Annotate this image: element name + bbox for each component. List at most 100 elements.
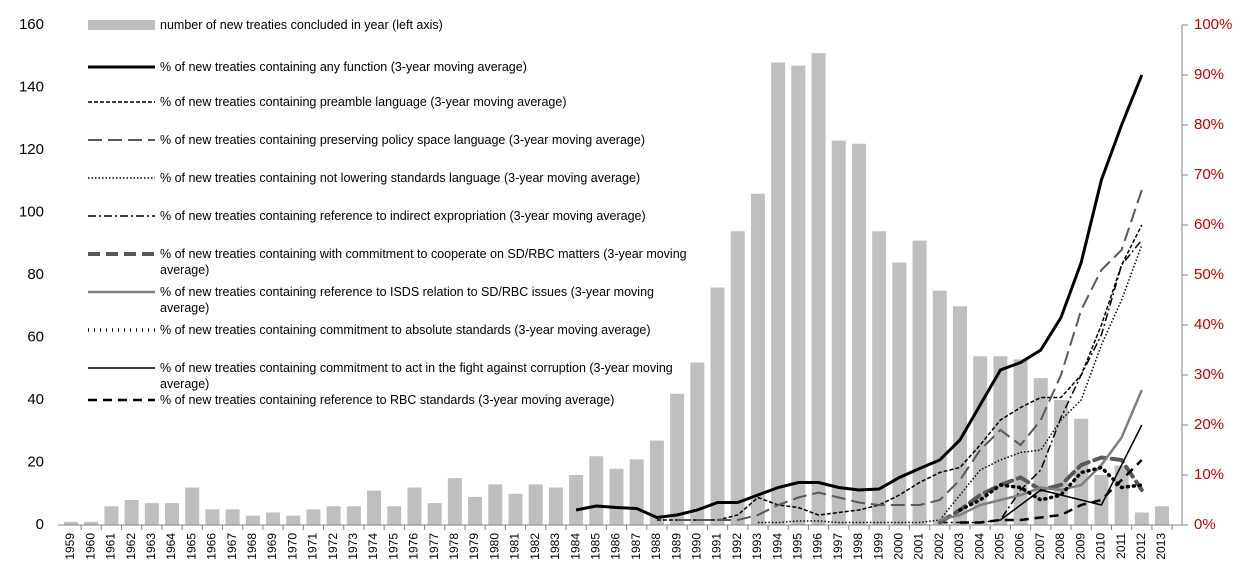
bar <box>84 521 99 525</box>
x-tick-label: 2008 <box>1053 533 1067 560</box>
legend-label: % of new treaties containing preserving … <box>160 133 645 147</box>
y-tick-label: 80 <box>27 266 44 283</box>
bar <box>447 478 462 525</box>
bar <box>629 459 644 525</box>
y-tick-label: 20 <box>27 453 44 470</box>
bar <box>1155 506 1169 525</box>
x-tick-label: 1959 <box>63 533 77 560</box>
bar <box>266 512 281 525</box>
x-tick-label: 1987 <box>629 533 643 560</box>
x-tick-label: 1972 <box>326 533 340 560</box>
x-tick-label: 1970 <box>285 533 299 560</box>
y2-tick-label: 30% <box>1194 366 1224 383</box>
x-tick-label: 1997 <box>831 533 845 560</box>
y-tick-label: 40 <box>27 391 44 408</box>
x-tick-label: 1961 <box>104 533 118 560</box>
bar <box>367 490 382 525</box>
bar <box>670 393 685 525</box>
x-tick-label: 1982 <box>528 533 542 560</box>
x-tick-label: 1960 <box>83 533 97 560</box>
bar <box>912 240 927 525</box>
x-tick-label: 1992 <box>730 533 744 560</box>
series-line <box>757 244 1143 524</box>
bar <box>64 521 78 525</box>
bar <box>1134 512 1149 525</box>
bar <box>245 515 260 525</box>
bar <box>185 487 200 525</box>
y2-tick-label: 10% <box>1194 466 1224 483</box>
x-tick-label: 1973 <box>346 533 360 560</box>
x-tick-label: 1981 <box>508 533 522 560</box>
x-tick-label: 1978 <box>447 533 461 560</box>
x-tick-label: 1985 <box>588 533 602 560</box>
x-tick-label: 1986 <box>609 533 623 560</box>
x-tick-label: 1962 <box>124 533 138 560</box>
bar <box>609 468 624 525</box>
legend-label: % of new treaties containing reference t… <box>160 209 646 223</box>
x-tick-label: 1984 <box>568 533 582 560</box>
bar <box>730 231 745 525</box>
y2-tick-label: 90% <box>1194 66 1224 83</box>
x-tick-label: 1976 <box>407 533 421 560</box>
bar <box>690 362 705 525</box>
x-tick-label: 1979 <box>467 533 481 560</box>
x-tick-label: 1989 <box>669 533 683 560</box>
bar <box>407 487 422 525</box>
bar <box>124 500 139 525</box>
series-line <box>677 189 1143 521</box>
x-tick-label: 2002 <box>932 533 946 560</box>
x-tick-label: 2003 <box>952 533 966 560</box>
series-line <box>656 224 1143 521</box>
legend-label: % of new treaties containing not lowerin… <box>160 171 641 185</box>
x-tick-label: 2006 <box>1013 533 1027 560</box>
series-line <box>575 74 1144 520</box>
series-line <box>939 239 1143 524</box>
bar <box>710 287 725 525</box>
x-tick-label: 1990 <box>689 533 703 560</box>
bar <box>286 515 301 525</box>
bar <box>1033 378 1048 525</box>
x-tick-label: 1988 <box>649 533 663 560</box>
bar <box>346 506 361 525</box>
bar <box>569 475 584 525</box>
x-tick-label: 1974 <box>366 533 380 560</box>
bar <box>165 503 180 525</box>
x-tick-label: 1964 <box>164 533 178 560</box>
x-tick-label: 1980 <box>487 533 501 560</box>
bar <box>952 306 967 525</box>
y2-tick-label: 0% <box>1194 516 1216 533</box>
y-tick-label: 120 <box>19 141 44 158</box>
x-tick-label: 2012 <box>1134 533 1148 560</box>
legend-label: % of new treaties containing commitment … <box>160 323 651 337</box>
x-tick-label: 2013 <box>1154 533 1168 560</box>
x-tick-label: 2005 <box>993 533 1007 560</box>
y2-tick-label: 50% <box>1194 266 1224 283</box>
series-line <box>999 424 1143 521</box>
bar <box>225 509 240 525</box>
bar <box>144 503 159 525</box>
x-tick-label: 1967 <box>225 533 239 560</box>
x-tick-label: 1998 <box>851 533 865 560</box>
y-tick-label: 160 <box>19 16 44 33</box>
y-tick-label: 100 <box>19 203 44 220</box>
bar <box>387 506 402 525</box>
series-line <box>959 459 1143 524</box>
bar <box>104 506 119 525</box>
x-tick-label: 1965 <box>184 533 198 560</box>
x-tick-label: 1966 <box>205 533 219 560</box>
y2-tick-label: 40% <box>1194 316 1224 333</box>
legend-swatch <box>88 20 155 30</box>
x-tick-label: 1971 <box>306 533 320 560</box>
bar <box>589 456 604 525</box>
y2-tick-label: 100% <box>1194 16 1232 33</box>
bar <box>205 509 220 525</box>
bar <box>508 493 523 525</box>
legend-label: % of new treaties containing commitment … <box>160 361 673 391</box>
bar <box>528 484 543 525</box>
x-tick-label: 1975 <box>386 533 400 560</box>
y2-tick-label: 80% <box>1194 116 1224 133</box>
y-tick-label: 0 <box>36 516 44 533</box>
x-tick-label: 2010 <box>1094 533 1108 560</box>
x-tick-label: 2007 <box>1033 533 1047 560</box>
bar <box>326 506 341 525</box>
